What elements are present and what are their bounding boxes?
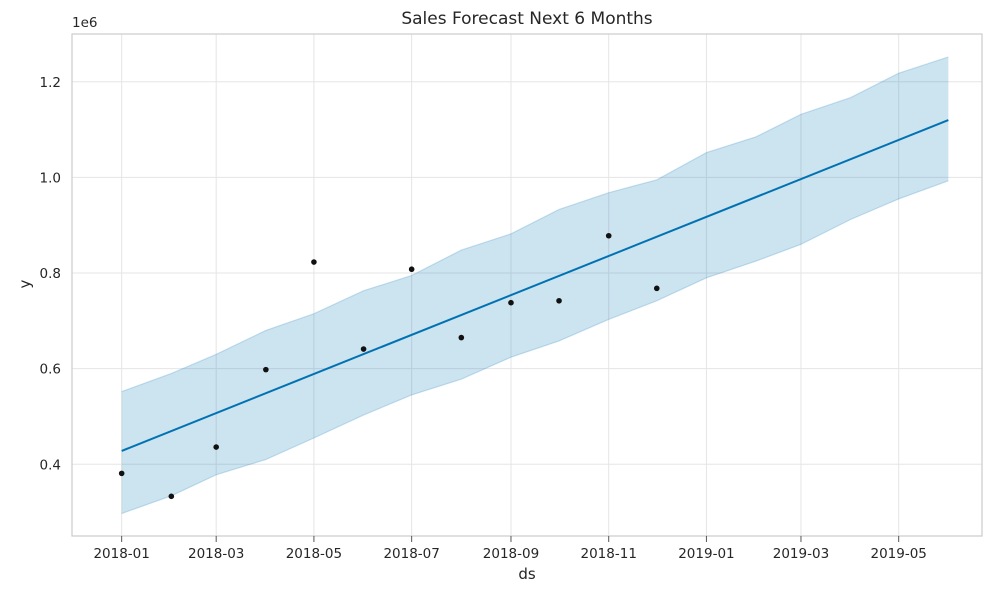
observed-point xyxy=(168,493,175,500)
x-tick-label: 2018-11 xyxy=(581,546,637,562)
y-tick-label: 0.6 xyxy=(40,362,61,378)
observed-point xyxy=(458,334,465,341)
x-tick-label: 2018-07 xyxy=(383,546,439,562)
uncertainty-lower-edge xyxy=(121,180,949,515)
observed-point xyxy=(311,259,317,265)
x-tick-label: 2018-09 xyxy=(483,546,539,562)
x-tick-label: 2018-03 xyxy=(188,546,244,562)
observed-point xyxy=(653,285,660,292)
forecast-line xyxy=(121,119,949,452)
y-tick-label: 1.0 xyxy=(40,170,61,186)
observed-points-layer xyxy=(118,232,660,500)
x-axis-ticks: 2018-01 2018-03 2018-05 2018-07 2018-09 2018-… xyxy=(93,536,927,562)
x-tick-label: 2018-05 xyxy=(286,546,342,562)
observed-point xyxy=(360,346,367,352)
observed-point xyxy=(213,444,219,450)
x-axis-label: ds xyxy=(518,565,536,583)
y-axis-label: y xyxy=(16,279,34,288)
observed-point xyxy=(556,297,562,304)
chart-title: Sales Forecast Next 6 Months xyxy=(401,9,652,29)
y-tick-label: 1.2 xyxy=(40,75,61,91)
observed-point xyxy=(408,266,415,273)
y-axis-offset-label: 1e6 xyxy=(72,15,97,31)
observed-point xyxy=(263,366,269,373)
uncertainty-upper-edge xyxy=(121,56,949,393)
y-tick-label: 0.8 xyxy=(40,266,61,282)
y-axis-ticks: 0.4 0.6 0.8 1.0 1.2 xyxy=(40,75,61,473)
y-tick-label: 0.4 xyxy=(40,457,61,473)
grid xyxy=(72,34,982,536)
x-tick-label: 2019-03 xyxy=(773,546,829,562)
x-tick-label: 2019-05 xyxy=(870,546,926,562)
x-tick-label: 2019-01 xyxy=(678,546,734,562)
observed-point xyxy=(605,232,612,239)
forecast-line-layer xyxy=(121,119,949,452)
observed-point xyxy=(118,470,125,477)
plot-frame xyxy=(71,33,983,537)
x-tick-label: 2018-01 xyxy=(93,546,149,562)
observed-point xyxy=(508,299,514,306)
